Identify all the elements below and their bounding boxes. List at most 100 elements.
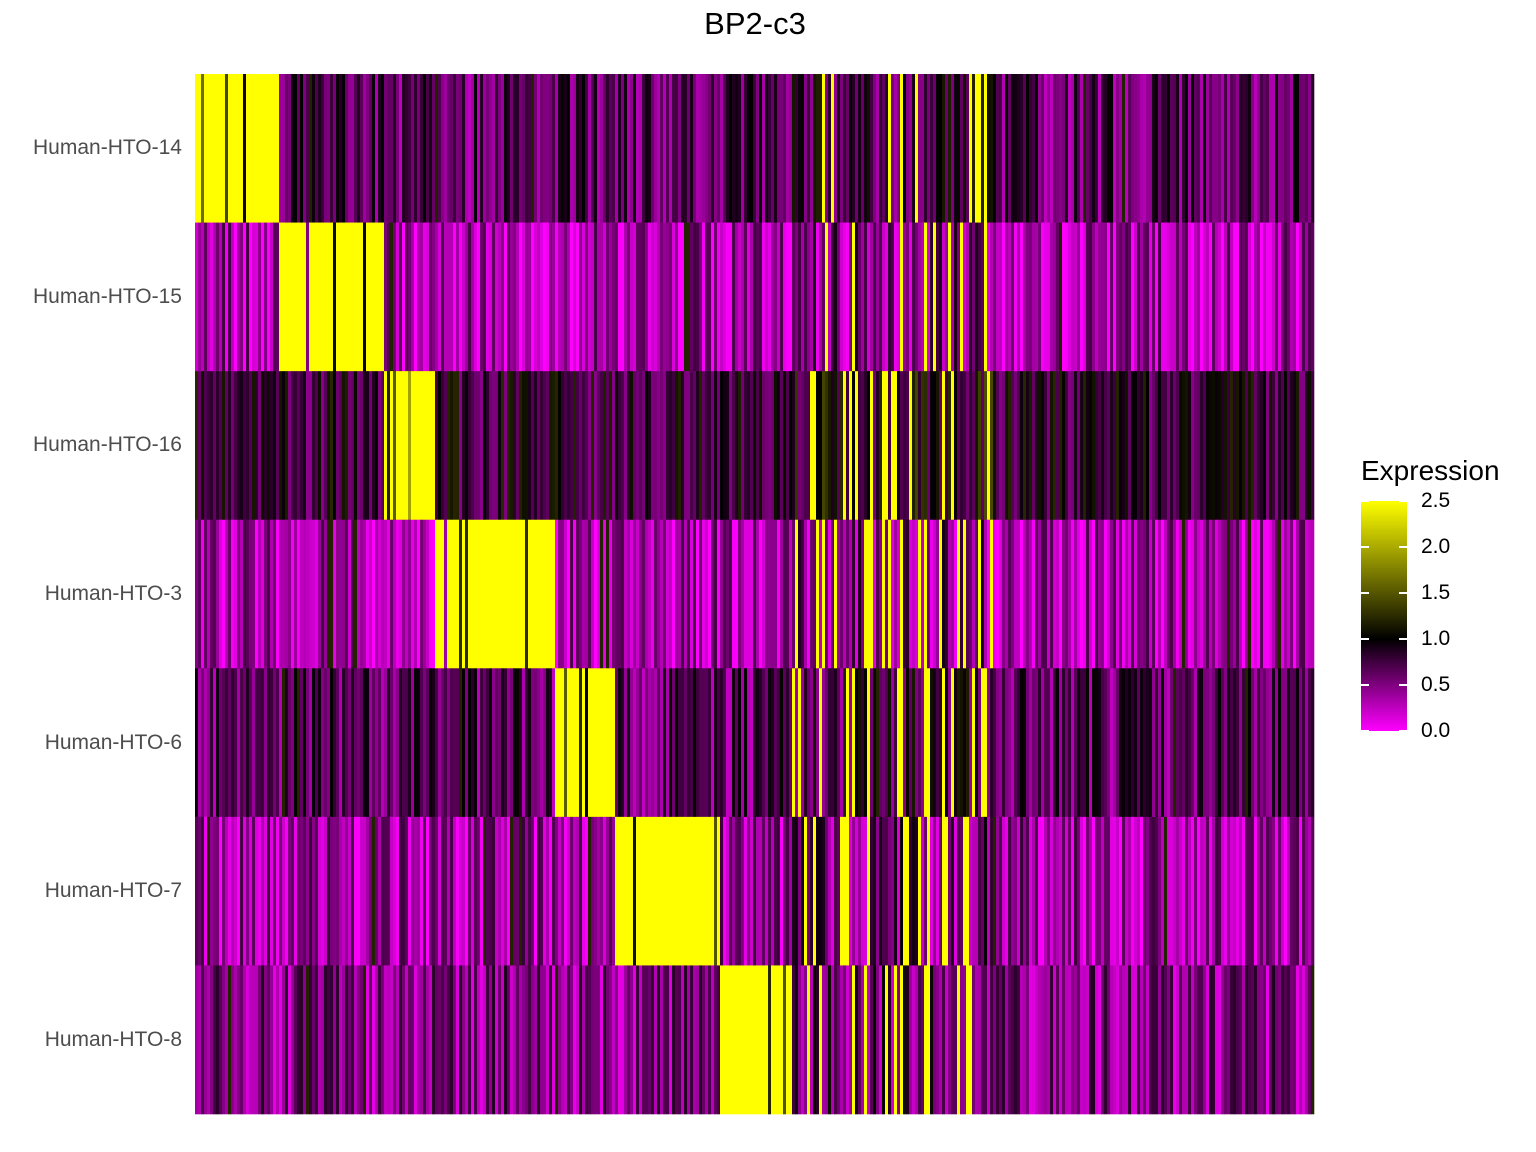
heatmap-cell: [417, 668, 421, 818]
heatmap-cell: [198, 965, 202, 1115]
legend-tick-mark: [1399, 500, 1407, 502]
heatmap-cell: [1269, 74, 1273, 223]
heatmap-cell: [774, 74, 778, 223]
heatmap-cell: [747, 668, 751, 818]
heatmap-cell: [1008, 222, 1012, 372]
heatmap-cell: [438, 519, 442, 669]
heatmap-cell: [1236, 965, 1240, 1115]
heatmap-cell: [1179, 519, 1183, 669]
heatmap-cell: [621, 371, 625, 521]
heatmap-cell: [357, 74, 361, 223]
heatmap-cell: [912, 816, 916, 966]
heatmap-cell: [531, 222, 535, 372]
heatmap-cell: [810, 74, 814, 223]
heatmap-cell: [1140, 816, 1144, 966]
heatmap-cell: [1059, 668, 1063, 818]
heatmap-cell: [738, 816, 742, 966]
heatmap-cell: [447, 371, 451, 521]
heatmap-cell: [783, 222, 787, 372]
heatmap-cell: [264, 371, 268, 521]
heatmap-cell: [780, 965, 784, 1115]
heatmap-cell: [1224, 668, 1228, 818]
heatmap-cell: [576, 668, 580, 818]
heatmap-cell: [1242, 668, 1246, 818]
heatmap-cell: [240, 74, 244, 223]
heatmap-cell: [1176, 965, 1180, 1115]
heatmap-cell: [801, 519, 805, 669]
heatmap-cell: [381, 371, 385, 521]
heatmap-cell: [1095, 965, 1099, 1115]
heatmap-cell: [792, 816, 796, 966]
heatmap-cell: [1287, 965, 1291, 1115]
heatmap-cell: [1200, 519, 1204, 669]
heatmap-cell: [1281, 816, 1285, 966]
heatmap-cell: [438, 222, 442, 372]
heatmap-cell: [1185, 816, 1189, 966]
heatmap-cell: [1104, 816, 1108, 966]
heatmap-cell: [759, 519, 763, 669]
heatmap-cell: [663, 668, 667, 818]
heatmap-cell: [1044, 371, 1048, 521]
heatmap-cell: [1140, 519, 1144, 669]
heatmap-cell: [747, 222, 751, 372]
heatmap-cell: [963, 668, 967, 818]
heatmap-cell: [1170, 816, 1174, 966]
heatmap-cell: [753, 371, 757, 521]
heatmap-cell: [897, 74, 901, 223]
heatmap-cell: [270, 222, 274, 372]
heatmap-cell: [1071, 371, 1075, 521]
heatmap-cell: [564, 965, 568, 1115]
heatmap-cell: [1269, 222, 1273, 372]
heatmap-cell: [315, 668, 319, 818]
heatmap-cell: [693, 816, 697, 966]
heatmap-cell: [651, 74, 655, 223]
heatmap-cell: [927, 816, 931, 966]
heatmap-cell: [375, 965, 379, 1115]
heatmap-cell: [984, 222, 988, 372]
heatmap-cell: [219, 965, 223, 1115]
heatmap-cell: [870, 965, 874, 1115]
heatmap-cell: [1071, 519, 1075, 669]
heatmap-cell: [924, 222, 928, 372]
heatmap-cell: [1158, 74, 1162, 223]
heatmap-cell: [621, 74, 625, 223]
heatmap-cell: [969, 371, 973, 521]
heatmap-cell: [753, 668, 757, 818]
heatmap-cell: [735, 222, 739, 372]
heatmap-cell: [795, 668, 799, 818]
heatmap-cell: [333, 816, 337, 966]
heatmap-cell: [1038, 371, 1042, 521]
heatmap-cell: [1218, 668, 1222, 818]
heatmap-cell: [1110, 668, 1114, 818]
heatmap-cell: [534, 816, 538, 966]
heatmap-cell: [888, 519, 892, 669]
heatmap-cell: [534, 222, 538, 372]
heatmap-cell: [213, 816, 217, 966]
heatmap-cell: [1197, 74, 1201, 223]
heatmap-cell: [717, 222, 721, 372]
heatmap-cell: [996, 222, 1000, 372]
heatmap-cell: [867, 371, 871, 521]
heatmap-cell: [1236, 816, 1240, 966]
heatmap-cell: [564, 222, 568, 372]
heatmap-cell: [381, 668, 385, 818]
heatmap-cell: [414, 816, 418, 966]
heatmap-cell: [258, 816, 262, 966]
heatmap-cell: [606, 668, 610, 818]
heatmap-cell: [543, 222, 547, 372]
heatmap-cell: [741, 371, 745, 521]
legend-tick-mark: [1361, 546, 1369, 548]
heatmap-cell: [507, 668, 511, 818]
heatmap-cell: [474, 74, 478, 223]
heatmap-cell: [981, 222, 985, 372]
heatmap-cell: [429, 371, 433, 521]
heatmap-cell: [1134, 519, 1138, 669]
heatmap-cell: [294, 519, 298, 669]
heatmap-cell: [660, 519, 664, 669]
heatmap-cell: [1122, 519, 1126, 669]
heatmap-cell: [1215, 222, 1219, 372]
heatmap-cell: [573, 74, 577, 223]
heatmap-cell: [987, 74, 991, 223]
heatmap-cell: [564, 371, 568, 521]
heatmap-cell: [954, 371, 958, 521]
